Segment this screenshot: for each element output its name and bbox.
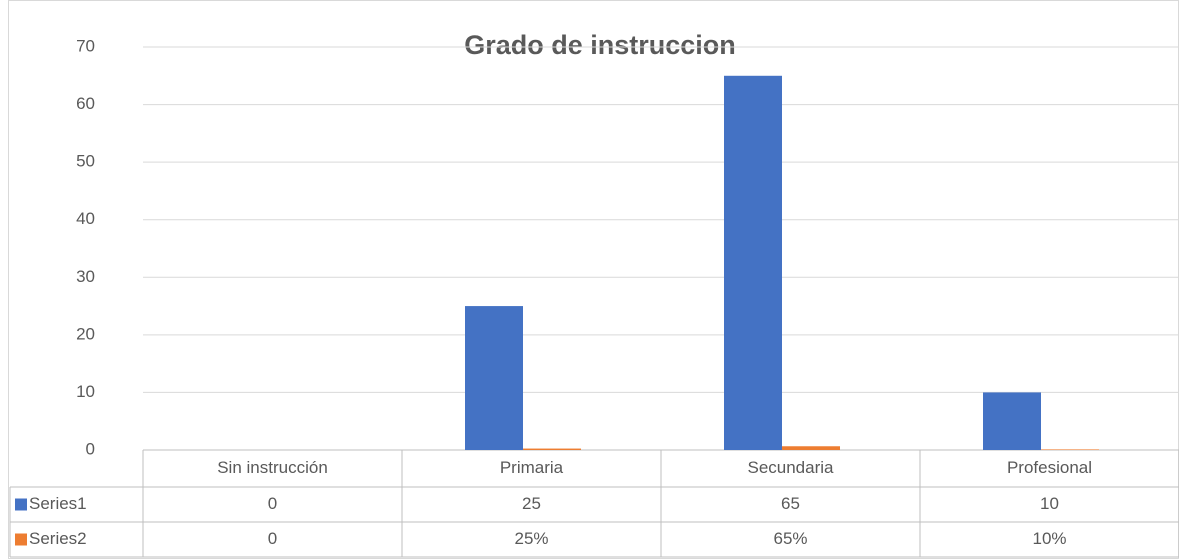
x-tick-label: Sin instrucción xyxy=(217,458,328,477)
table-value: 25 xyxy=(522,494,541,513)
y-tick-label: 10 xyxy=(76,382,95,401)
chart-title: Grado de instruccion xyxy=(464,30,736,60)
table-value: 25% xyxy=(514,529,548,548)
legend-label: Series1 xyxy=(29,494,87,513)
y-tick-label: 40 xyxy=(76,209,95,228)
y-tick-label: 20 xyxy=(76,324,95,343)
y-tick-label: 30 xyxy=(76,267,95,286)
y-tick-label: 0 xyxy=(86,439,95,458)
y-tick-label: 50 xyxy=(76,152,95,171)
bar xyxy=(465,306,523,450)
chart-border xyxy=(8,0,1179,559)
bar xyxy=(1041,449,1099,450)
bar xyxy=(523,448,581,450)
table-value: 0 xyxy=(268,529,277,548)
bar xyxy=(724,75,782,451)
table-value: 10 xyxy=(1040,494,1059,513)
bar xyxy=(983,392,1041,450)
table-value: 65 xyxy=(781,494,800,513)
legend-swatch xyxy=(15,498,27,511)
legend-label: Series2 xyxy=(29,529,87,548)
legend-swatch xyxy=(15,533,27,546)
table-value: 10% xyxy=(1032,529,1066,548)
x-tick-label: Secundaria xyxy=(747,458,834,477)
table-value: 0 xyxy=(268,494,277,513)
y-tick-label: 70 xyxy=(76,36,95,55)
table-value: 65% xyxy=(773,529,807,548)
bar xyxy=(782,446,840,450)
y-tick-label: 60 xyxy=(76,94,95,113)
x-tick-label: Primaria xyxy=(500,458,564,477)
x-tick-label: Profesional xyxy=(1007,458,1092,477)
